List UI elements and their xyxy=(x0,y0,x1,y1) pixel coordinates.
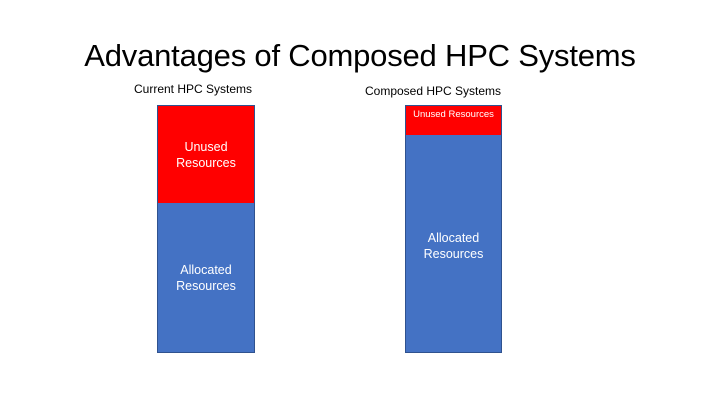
current-unused-label: Unused Resources xyxy=(176,139,236,170)
composed-allocated-label: Allocated Resources xyxy=(423,231,484,261)
slide-title: Advantages of Composed HPC Systems xyxy=(84,38,636,73)
current-systems-bar: Unused Resources Allocated Resources xyxy=(157,105,255,353)
composed-systems-bar: Unused Resources Allocated Resources xyxy=(405,105,502,353)
composed-systems-label: Composed HPC Systems xyxy=(365,84,502,98)
composed-unused-label: Unused Resources xyxy=(413,109,494,120)
current-allocated-label: Allocated Resources xyxy=(176,262,236,293)
current-systems-label: Current HPC Systems xyxy=(134,82,253,96)
current-allocated-segment: Allocated Resources xyxy=(158,203,254,352)
current-unused-segment: Unused Resources xyxy=(158,106,254,203)
composed-unused-segment: Unused Resources xyxy=(406,106,501,135)
composed-allocated-segment: Allocated Resources xyxy=(406,135,501,352)
